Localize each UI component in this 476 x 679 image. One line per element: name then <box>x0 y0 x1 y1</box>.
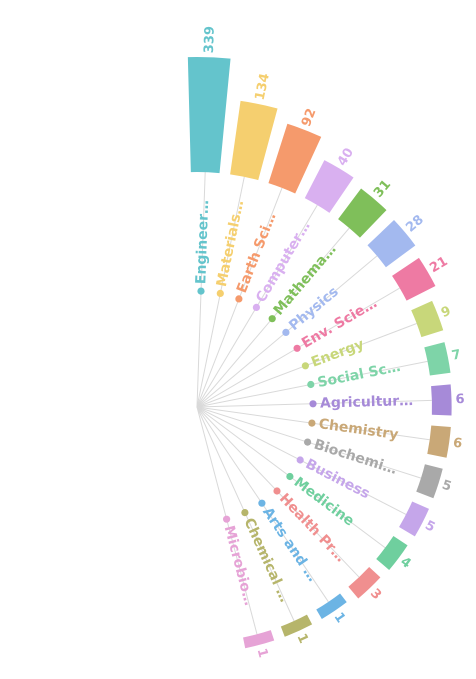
label-dot-energy-7 <box>301 362 309 370</box>
label-dot-chemistry-10 <box>308 419 316 427</box>
bar-engineer-0 <box>187 57 231 174</box>
bars <box>187 57 452 649</box>
value-label-agricultur-9: 6 <box>455 392 464 407</box>
label-dot-physics-5 <box>282 328 290 336</box>
bar-health-pr-14 <box>348 566 381 599</box>
value-label-chemical-16: 1 <box>293 632 310 646</box>
value-label-social-sc-8: 7 <box>450 347 462 363</box>
value-label-energy-7: 9 <box>439 304 453 321</box>
value-label-earth-sci-2: 92 <box>299 107 320 129</box>
bar-arts-and-15 <box>316 593 347 619</box>
label-dot-medicine-13 <box>286 472 294 481</box>
bar-earth-sci-2 <box>268 123 322 194</box>
value-label-env-scie-6: 21 <box>427 254 450 276</box>
label-dot-agricultur-9 <box>309 400 317 408</box>
label-dot-materials-1 <box>216 289 224 297</box>
bar-computer-3 <box>304 160 354 213</box>
bar-social-sc-8 <box>424 342 451 376</box>
label-dot-env-scie-6 <box>293 344 301 352</box>
label-dot-chemical-16 <box>241 508 249 517</box>
label-dot-engineer-0 <box>197 287 205 295</box>
bar-chemical-16 <box>280 614 313 637</box>
label-dot-social-sc-8 <box>307 380 315 389</box>
category-label-chemistry-10: Chemistry <box>318 416 400 443</box>
value-label-chemistry-10: 6 <box>452 436 463 452</box>
label-dot-microbio-17 <box>223 515 231 523</box>
value-label-physics-5: 28 <box>403 212 427 235</box>
category-label-agricultur-9: Agricultur… <box>320 393 414 412</box>
bar-microbio-17 <box>243 630 275 649</box>
bar-biochemi-11 <box>416 464 443 499</box>
bar-medicine-13 <box>376 536 408 570</box>
label-dot-health-pr-14 <box>273 487 281 495</box>
value-label-biochemi-11: 5 <box>440 478 453 495</box>
value-label-medicine-13: 4 <box>397 554 413 571</box>
bar-chemistry-10 <box>427 425 451 458</box>
bar-energy-7 <box>411 300 444 338</box>
value-label-engineer-0: 339 <box>202 26 218 54</box>
bar-mathema-4 <box>338 188 387 238</box>
value-label-materials-1: 134 <box>253 72 273 102</box>
bar-physics-5 <box>367 220 416 268</box>
bar-business-12 <box>399 501 429 537</box>
bar-materials-1 <box>230 100 278 181</box>
value-label-mathema-4: 31 <box>371 177 394 201</box>
label-dot-mathema-4 <box>268 315 276 323</box>
label-dot-biochemi-11 <box>304 438 312 446</box>
label-dot-arts-and-15 <box>258 499 266 507</box>
value-label-arts-and-15: 1 <box>331 610 348 626</box>
bar-agricultur-9 <box>431 384 452 416</box>
value-label-computer-3: 40 <box>335 146 357 169</box>
bar-env-scie-6 <box>392 257 436 301</box>
label-dot-computer-3 <box>252 303 260 311</box>
value-label-health-pr-14: 3 <box>367 586 384 603</box>
category-label-engineer-0: Engineer… <box>193 200 212 285</box>
category-labels: Engineer… Materials…Earth Sci…Computer…Ma… <box>193 199 413 607</box>
label-dot-earth-sci-2 <box>235 295 243 303</box>
value-label-business-12: 5 <box>422 518 437 535</box>
label-dot-business-12 <box>296 456 304 464</box>
value-label-microbio-17: 1 <box>254 647 271 660</box>
